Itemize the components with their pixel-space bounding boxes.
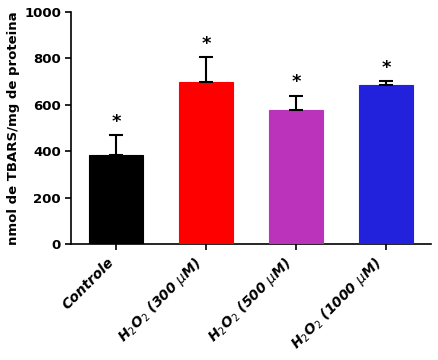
- Y-axis label: nmol de TBARS/mg de proteina: nmol de TBARS/mg de proteina: [7, 11, 20, 245]
- Text: *: *: [112, 113, 121, 131]
- Text: *: *: [201, 35, 211, 53]
- Bar: [89, 155, 143, 244]
- Bar: [179, 82, 233, 244]
- Bar: [269, 110, 323, 244]
- Text: *: *: [291, 73, 301, 91]
- Text: *: *: [381, 59, 391, 77]
- Bar: [359, 85, 413, 244]
